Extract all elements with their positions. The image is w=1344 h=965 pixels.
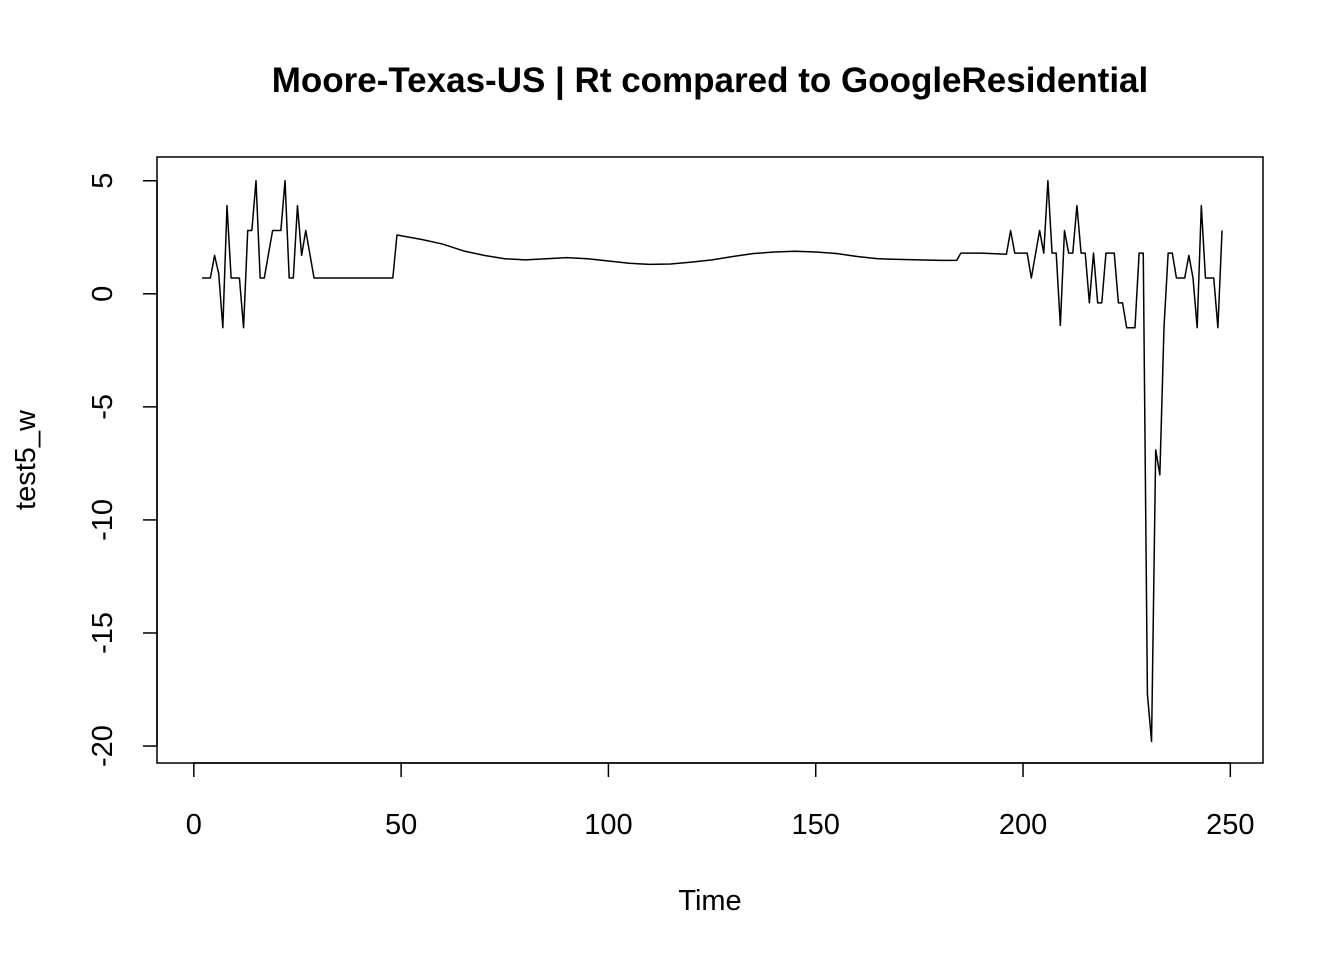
data-line <box>202 179 1223 743</box>
x-tick-label: 0 <box>186 809 202 841</box>
x-tick-label: 150 <box>792 809 840 841</box>
y-axis-label: test5_w <box>10 409 42 510</box>
x-tick-label: 250 <box>1206 809 1254 841</box>
x-tick-label: 100 <box>584 809 632 841</box>
y-tick-label: -5 <box>87 394 119 420</box>
x-tick-label: 50 <box>385 809 417 841</box>
y-tick-label: 0 <box>87 286 119 302</box>
x-tick-label: 200 <box>999 809 1047 841</box>
x-axis-label: Time <box>678 885 741 917</box>
y-tick-label: -10 <box>87 499 119 541</box>
y-tick-label: 5 <box>87 173 119 189</box>
y-tick-label: -20 <box>87 725 119 767</box>
y-tick-label: -15 <box>87 612 119 654</box>
chart-title: Moore-Texas-US | Rt compared to GoogleRe… <box>272 61 1149 100</box>
